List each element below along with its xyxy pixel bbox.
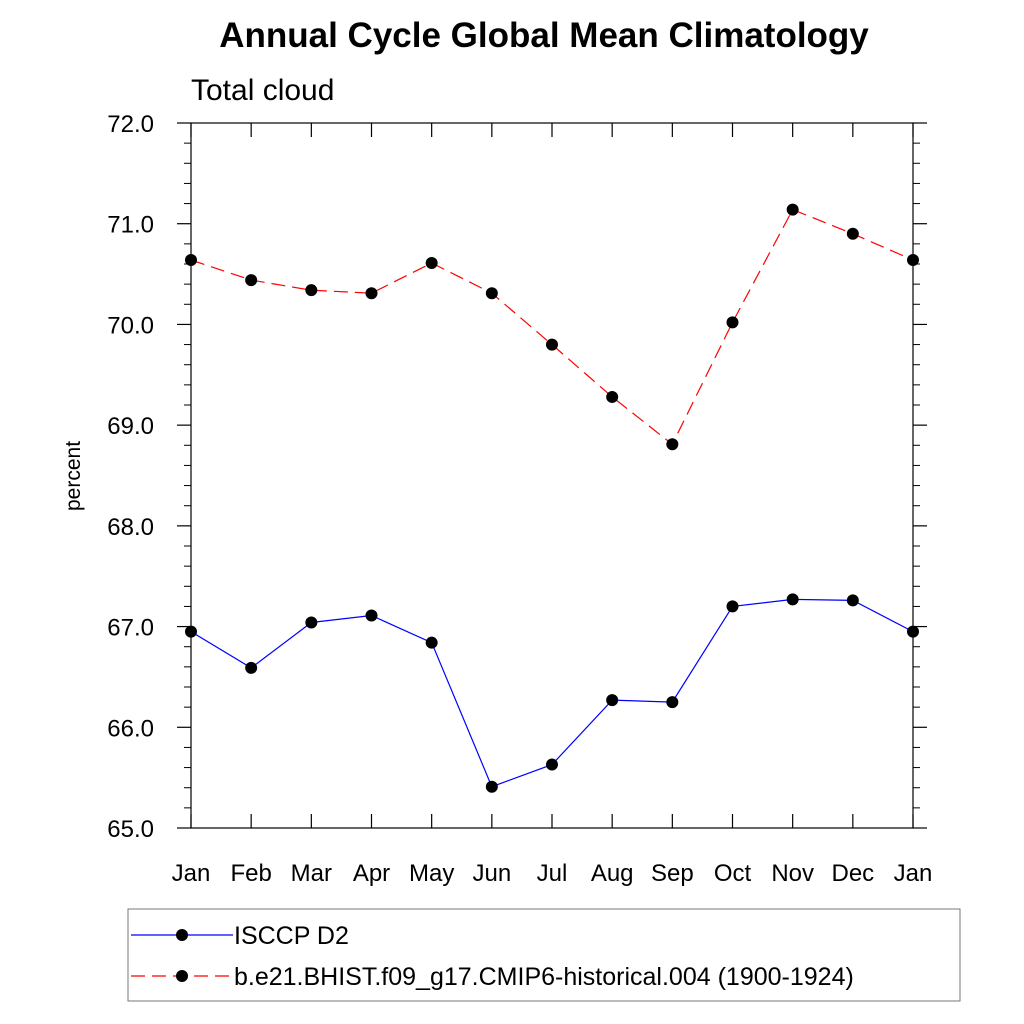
legend: ISCCP D2 b.e21.BHIST.f09_g17.CMIP6-histo… bbox=[127, 908, 961, 1002]
x-tick-label: Oct bbox=[714, 860, 752, 887]
series-0-point bbox=[365, 609, 378, 622]
y-tick-label: 67.0 bbox=[107, 615, 154, 642]
series-1-point bbox=[726, 316, 739, 329]
series-1-point bbox=[907, 253, 919, 266]
series-layer bbox=[185, 203, 919, 793]
y-tick-label: 65.0 bbox=[107, 816, 154, 843]
x-axis-tick-labels: Jan Feb Mar Apr May Jun Jul Aug Sep Oct Nov Dec Jan bbox=[172, 860, 933, 887]
series-1-point bbox=[245, 274, 258, 287]
x-tick-label: Jan bbox=[894, 860, 933, 887]
series-0-point bbox=[666, 696, 679, 709]
series-0-point bbox=[305, 616, 318, 629]
series-1-point bbox=[425, 256, 438, 269]
series-0-point bbox=[425, 636, 438, 649]
y-axis-label: percent bbox=[62, 441, 85, 511]
series-0-point bbox=[245, 661, 258, 674]
y-tick-label: 66.0 bbox=[107, 715, 154, 742]
x-tick-label: Feb bbox=[230, 860, 271, 887]
series-line-1 bbox=[190, 208, 914, 446]
y-axis-ticks bbox=[177, 122, 927, 829]
legend-box bbox=[127, 908, 961, 1002]
x-axis-ticks bbox=[190, 123, 914, 828]
series-0-point bbox=[606, 694, 619, 707]
series-1-point bbox=[485, 287, 498, 300]
series-0-point bbox=[846, 594, 859, 607]
y-tick-label: 68.0 bbox=[107, 514, 154, 541]
chart-title: Annual Cycle Global Mean Climatology bbox=[219, 16, 869, 55]
legend-marker-model bbox=[176, 970, 188, 982]
x-tick-label: Aug bbox=[591, 860, 634, 887]
x-tick-label: Dec bbox=[831, 860, 874, 887]
plot-frame bbox=[190, 122, 914, 829]
x-tick-label: Jan bbox=[172, 860, 211, 887]
series-1-point bbox=[846, 227, 859, 240]
y-tick-label: 71.0 bbox=[107, 212, 154, 239]
x-tick-label: May bbox=[409, 860, 454, 887]
y-tick-label: 72.0 bbox=[107, 111, 154, 138]
chart-subtitle: Total cloud bbox=[191, 74, 334, 107]
series-0-point bbox=[546, 758, 558, 771]
legend-label-isccp: ISCCP D2 bbox=[234, 922, 349, 950]
series-1-point bbox=[185, 253, 197, 266]
series-0-point bbox=[726, 600, 739, 613]
y-tick-label: 69.0 bbox=[107, 413, 154, 440]
series-0-point bbox=[185, 625, 197, 638]
y-axis-tick-labels: 65.0 66.0 67.0 68.0 69.0 70.0 71.0 72.0 bbox=[107, 111, 154, 843]
series-1-point bbox=[305, 284, 318, 297]
x-tick-label: Nov bbox=[771, 860, 814, 887]
x-tick-label: Jul bbox=[537, 860, 568, 887]
x-tick-label: Apr bbox=[353, 860, 390, 887]
series-0-point bbox=[485, 780, 498, 793]
legend-label-model: b.e21.BHIST.f09_g17.CMIP6-historical.004… bbox=[234, 963, 854, 991]
y-tick-label: 70.0 bbox=[107, 312, 154, 339]
x-tick-label: Jun bbox=[472, 860, 511, 887]
series-0-point bbox=[907, 625, 919, 638]
series-1-point bbox=[666, 438, 679, 451]
series-0-point bbox=[786, 593, 799, 606]
series-1-point bbox=[546, 338, 558, 351]
series-1-point bbox=[365, 287, 378, 300]
series-1-point bbox=[786, 203, 799, 216]
x-tick-label: Mar bbox=[291, 860, 332, 887]
legend-marker-isccp bbox=[176, 929, 188, 941]
x-tick-label: Sep bbox=[651, 860, 694, 887]
series-1-point bbox=[606, 390, 619, 403]
